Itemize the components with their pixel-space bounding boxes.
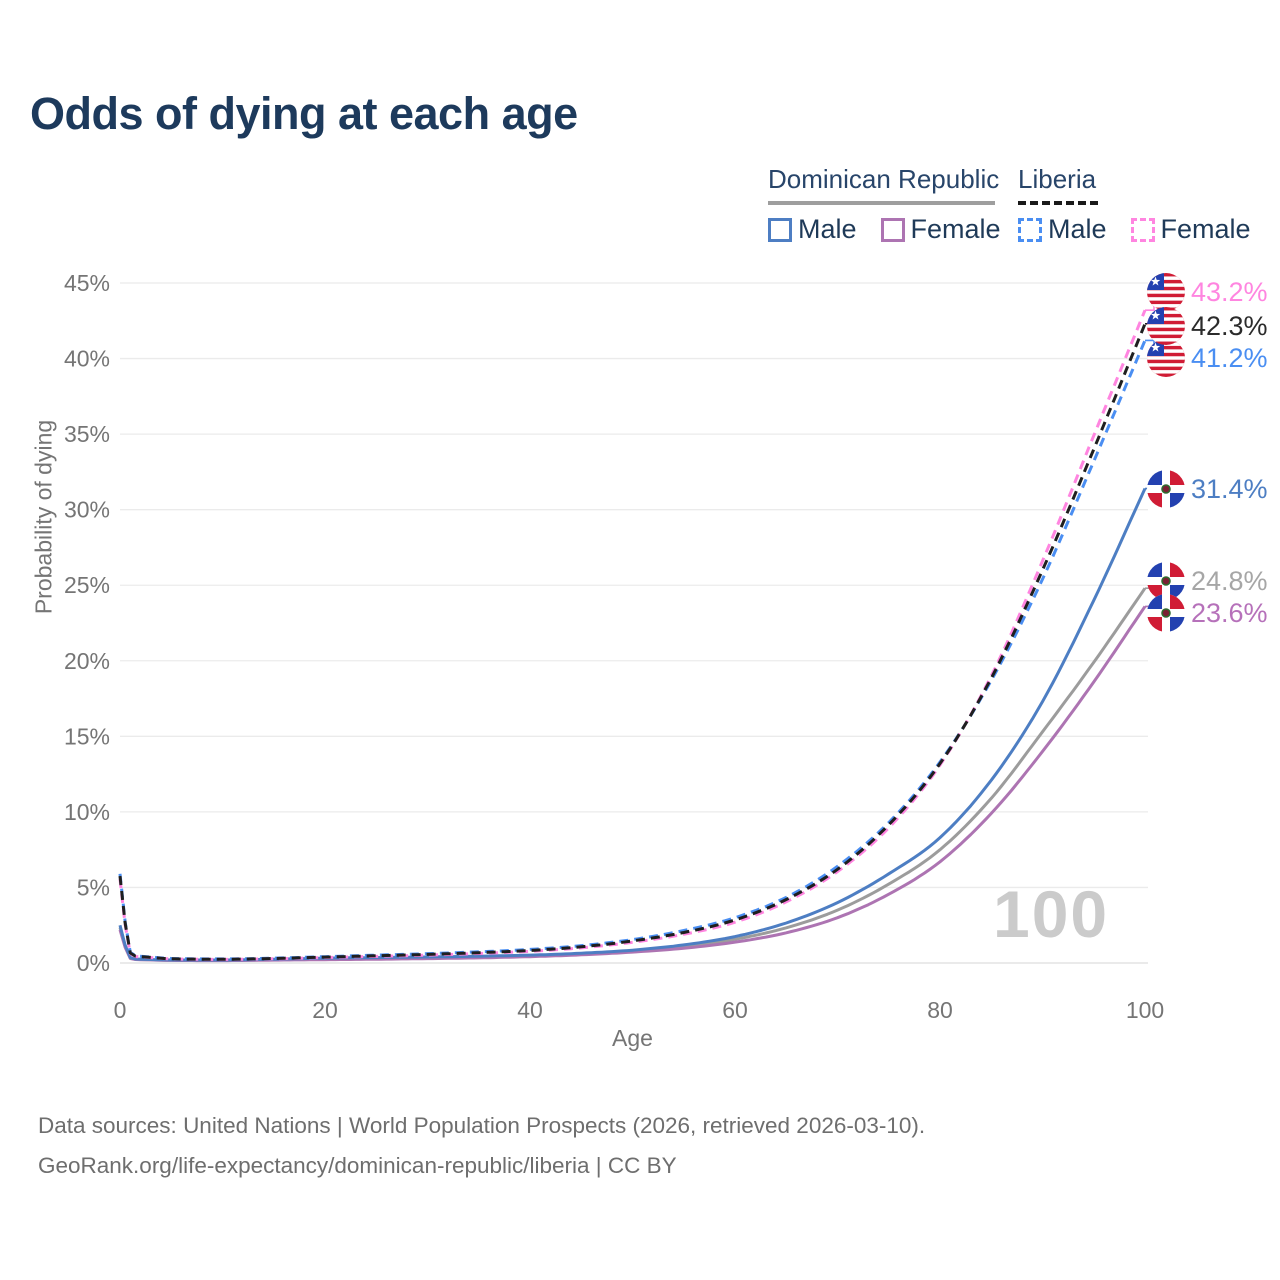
legend-item-dr-male[interactable]: Male xyxy=(768,214,857,245)
legend-item-dr-female[interactable]: Female xyxy=(880,214,1001,245)
page-title: Odds of dying at each age xyxy=(30,88,578,139)
y-tick-label: 40% xyxy=(64,346,110,372)
x-tick-label: 0 xyxy=(114,997,127,1023)
x-tick-label: 20 xyxy=(312,997,338,1023)
dominican-republic-flag-icon xyxy=(1147,470,1185,508)
y-tick-label: 45% xyxy=(64,270,110,296)
end-label-value: 31.4% xyxy=(1191,473,1268,504)
y-tick-label: 5% xyxy=(77,874,110,900)
end-label-liberia-both-sexes: 42.3% xyxy=(1147,307,1268,345)
dominican-republic-flag-icon xyxy=(1147,594,1185,632)
legend-item-label: Female xyxy=(910,214,1001,244)
end-label-value: 24.8% xyxy=(1191,565,1268,596)
end-label-value: 23.6% xyxy=(1191,597,1268,628)
x-tick-label: 60 xyxy=(722,997,748,1023)
y-tick-label: 25% xyxy=(64,572,110,598)
legend-group-liberia: Liberia Male Female xyxy=(1018,164,1275,245)
liberia-flag-icon xyxy=(1147,307,1185,345)
y-tick-label: 20% xyxy=(64,648,110,674)
legend-group-title-liberia: Liberia xyxy=(1018,164,1097,194)
end-label-liberia-female: 43.2% xyxy=(1147,273,1268,311)
legend-line-sample-dashed xyxy=(1018,201,1098,205)
legend-item-label: Female xyxy=(1160,214,1251,244)
watermark-age-100: 100 xyxy=(993,877,1110,951)
x-tick-label: 80 xyxy=(927,997,953,1023)
series-line-liberia-both-sexes xyxy=(118,323,1147,961)
y-tick-label: 30% xyxy=(64,497,110,523)
series-line-dominican-republic-both-sexes xyxy=(118,587,1147,962)
legend-item-liberia-male[interactable]: Male xyxy=(1018,214,1107,245)
y-tick-label: 15% xyxy=(64,723,110,749)
legend-item-label: Male xyxy=(1048,214,1107,244)
legend-group-title-dominican-republic: Dominican Republic xyxy=(768,164,1000,194)
legend-swatch-liberia-female[interactable] xyxy=(1130,217,1155,242)
end-label-dominican-republic-male: 31.4% xyxy=(1147,470,1268,508)
x-tick-label: 40 xyxy=(517,997,543,1023)
liberia-flag-icon xyxy=(1147,273,1185,311)
legend-line-sample-solid xyxy=(768,201,995,205)
end-label-dominican-republic-female: 23.6% xyxy=(1147,594,1268,632)
footer-sources: Data sources: United Nations | World Pop… xyxy=(38,1113,926,1138)
series-line-dominican-republic-male xyxy=(118,487,1147,962)
series-line-dominican-republic-female xyxy=(118,605,1147,963)
y-tick-label: 10% xyxy=(64,799,110,825)
footer: Data sources: United Nations | World Pop… xyxy=(38,1106,925,1186)
end-label-liberia-male: 41.2% xyxy=(1147,339,1268,377)
x-axis-title: Age xyxy=(612,1025,653,1051)
y-tick-label: 35% xyxy=(64,421,110,447)
legend-swatch-liberia-male[interactable] xyxy=(1018,217,1042,242)
legend-group-dominican-republic: Dominican Republic Male Female xyxy=(768,164,1025,245)
legend-swatch-dr-male[interactable] xyxy=(768,217,792,242)
legend-item-label: Male xyxy=(798,214,857,244)
end-label-value: 42.3% xyxy=(1191,310,1268,341)
footer-attribution: GeoRank.org/life-expectancy/dominican-re… xyxy=(38,1153,677,1178)
legend-swatch-dr-female[interactable] xyxy=(880,217,905,242)
x-tick-label: 100 xyxy=(1126,997,1164,1023)
end-label-value: 43.2% xyxy=(1191,276,1268,307)
legend-item-liberia-female[interactable]: Female xyxy=(1130,214,1251,245)
series-line-liberia-male xyxy=(118,339,1147,961)
y-tick-label: 0% xyxy=(77,950,110,976)
end-label-value: 41.2% xyxy=(1191,342,1268,373)
series-line-liberia-female xyxy=(118,309,1147,961)
